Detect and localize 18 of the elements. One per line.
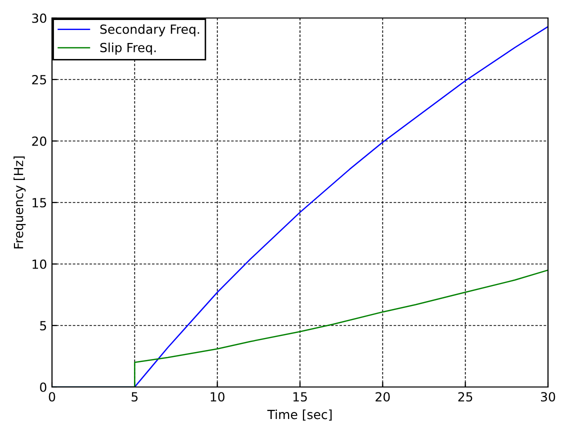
x-tick-label: 25 bbox=[458, 392, 472, 402]
y-tick-label: 30 bbox=[32, 13, 46, 23]
x-tick-label: 20 bbox=[376, 392, 390, 402]
y-tick-label: 10 bbox=[32, 259, 46, 269]
x-tick-label: 15 bbox=[293, 392, 307, 402]
legend-label: Slip Freq. bbox=[100, 42, 156, 55]
y-tick-label: 5 bbox=[40, 321, 46, 330]
y-tick-label: 0 bbox=[40, 382, 46, 392]
legend-label: Secondary Freq. bbox=[100, 24, 200, 36]
y-axis-title: Frequency [Hz] bbox=[14, 156, 26, 248]
y-tick-label: 20 bbox=[32, 136, 46, 146]
x-tick-label: 30 bbox=[541, 392, 556, 402]
x-axis-title: Time [sec] bbox=[267, 410, 332, 421]
x-tick-label: 10 bbox=[210, 392, 224, 402]
x-tick-label: 0 bbox=[48, 392, 56, 402]
y-tick-label: 15 bbox=[32, 198, 46, 208]
y-tick-label: 25 bbox=[32, 74, 46, 84]
x-tick-label: 5 bbox=[132, 392, 138, 402]
